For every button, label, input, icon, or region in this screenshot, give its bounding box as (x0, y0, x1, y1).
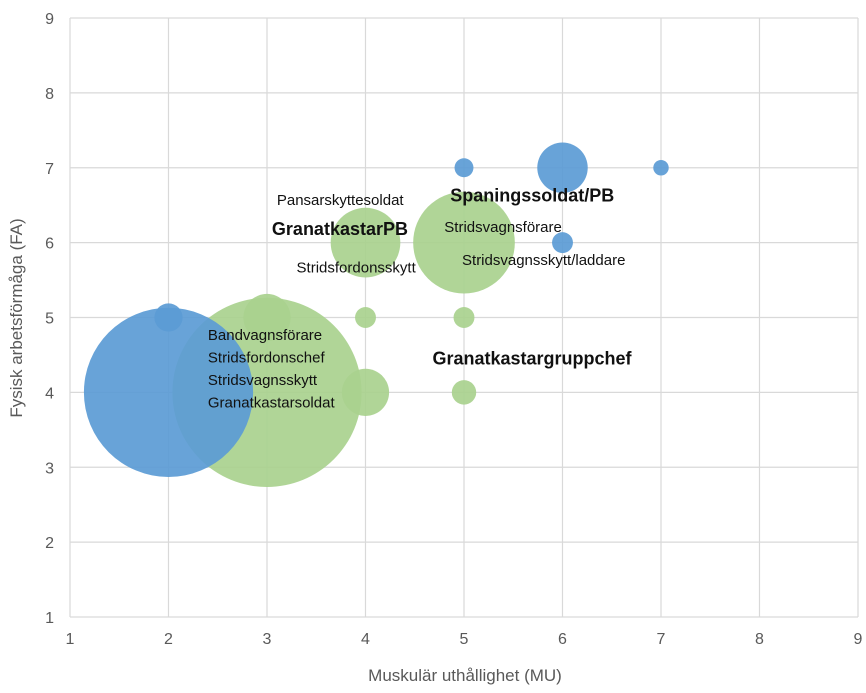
blue-bubble (454, 158, 474, 178)
bubble-annotation: Stridsvagnsförare (444, 219, 562, 236)
green-bubble (451, 380, 477, 405)
x-axis-title: Muskulär uthållighet (MU) (368, 666, 562, 685)
blue-bubble (83, 307, 254, 477)
y-tick-label: 1 (45, 610, 54, 627)
blue-bubble (653, 160, 669, 176)
bubble-annotation: Stridsfordonsskytt (297, 260, 417, 277)
blue-bubble (537, 142, 588, 193)
bubble-annotation: Granatkastargruppchef (432, 349, 632, 369)
x-tick-label: 1 (66, 631, 75, 648)
bubble-annotation: Stridsfordonschef (208, 349, 326, 366)
x-tick-label: 7 (657, 631, 666, 648)
y-tick-label: 7 (45, 161, 54, 178)
x-tick-label: 6 (558, 631, 567, 648)
y-tick-label: 8 (45, 86, 54, 103)
bubble-annotation: Granatkastarsoldat (208, 394, 336, 411)
y-tick-label: 4 (45, 385, 54, 402)
y-tick-label: 2 (45, 535, 54, 552)
bubble-annotation: GranatkastarPB (272, 219, 408, 239)
green-bubble (330, 207, 401, 278)
x-tick-label: 9 (854, 631, 863, 648)
x-tick-label: 8 (755, 631, 764, 648)
annotations: Pansarskyttesoldat GranatkastarPB Stridsfo… (208, 185, 633, 411)
bubble-annotation: Stridsvagnsskytt (208, 372, 318, 389)
green-bubble (453, 307, 475, 328)
y-tick-label: 9 (45, 11, 54, 28)
green-bubble (413, 191, 515, 294)
y-tick-label: 6 (45, 236, 54, 253)
green-bubble (243, 293, 291, 342)
x-tick-label: 2 (164, 631, 173, 648)
tick-labels: 1 2 3 4 5 6 7 8 9 1 2 3 4 5 6 7 8 9 (45, 11, 862, 648)
green-bubble (355, 307, 376, 328)
x-tick-label: 5 (460, 631, 469, 648)
green-bubble (341, 368, 390, 416)
bubble-annotation: Pansarskyttesoldat (277, 192, 405, 209)
y-tick-label: 5 (45, 311, 54, 328)
x-tick-label: 4 (361, 631, 370, 648)
x-tick-label: 3 (263, 631, 272, 648)
bubble-annotation: Spaningssoldat/PB (450, 185, 614, 205)
bubble-annotation: Bandvagnsförare (208, 327, 322, 344)
y-tick-label: 3 (45, 460, 54, 477)
bubble-annotation: Stridsvagnsskytt/laddare (462, 252, 625, 269)
blue-bubble (552, 232, 573, 254)
bubble-layer (83, 142, 669, 487)
y-axis-title: Fysisk arbetsförmåga (FA) (7, 218, 26, 417)
blue-bubble (154, 303, 183, 332)
